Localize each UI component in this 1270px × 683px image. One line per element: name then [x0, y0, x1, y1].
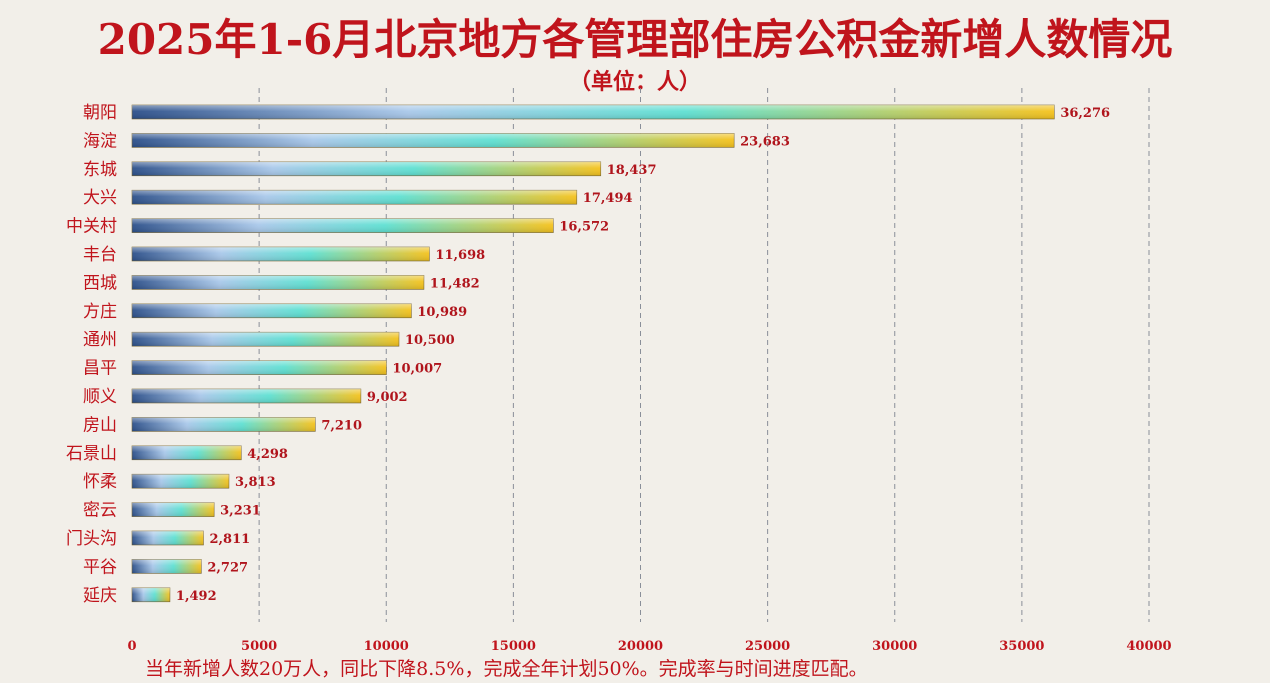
value-label: 17,494 [583, 191, 633, 206]
bar-highlight [132, 417, 316, 432]
bar-highlight [132, 474, 229, 489]
value-label: 18,437 [607, 163, 657, 178]
value-label: 16,572 [559, 220, 609, 235]
value-label: 4,298 [247, 447, 288, 462]
category-label: 顺义 [83, 387, 117, 407]
bars [131, 104, 1055, 603]
bar-highlight [132, 531, 204, 545]
category-label: 通州 [83, 330, 117, 350]
x-tick-label: 30000 [872, 639, 917, 654]
bar-highlight [132, 587, 170, 602]
x-tick-label: 10000 [364, 639, 409, 654]
labels: 0 5000 10000 15000 20000 25000 30000 35000 40000… [66, 103, 1172, 654]
bar-highlight [132, 445, 242, 460]
x-tick-label: 5000 [241, 639, 277, 654]
bar-highlight [132, 389, 361, 403]
x-tick-label: 0 [127, 639, 136, 654]
value-label: 23,683 [740, 134, 790, 149]
value-label: 11,698 [435, 248, 485, 263]
value-label: 3,813 [235, 475, 276, 490]
bar-highlight [132, 332, 399, 347]
value-label: 11,482 [430, 276, 480, 291]
x-tick-label: 20000 [618, 639, 663, 654]
category-label: 海淀 [83, 131, 117, 151]
bar-highlight [132, 218, 554, 233]
category-label: 大兴 [83, 188, 117, 208]
value-label: 10,007 [392, 362, 442, 377]
x-tick-label: 25000 [745, 639, 790, 654]
bar-highlight [132, 133, 735, 148]
value-label: 7,210 [321, 418, 362, 433]
bar-highlight [132, 190, 577, 205]
bar-highlight [132, 275, 424, 290]
value-label: 10,989 [417, 305, 467, 320]
category-label: 丰台 [83, 245, 117, 265]
bar-highlight [132, 559, 202, 574]
category-label: 延庆 [83, 586, 117, 606]
bar-highlight [132, 247, 430, 261]
category-label: 昌平 [83, 359, 117, 379]
x-tick-label: 15000 [491, 639, 536, 654]
gridlines [258, 88, 1150, 622]
category-label: 门头沟 [66, 529, 117, 549]
category-label: 房山 [83, 415, 117, 435]
category-label: 密云 [83, 501, 117, 521]
chart-subtitle: （单位：人） [568, 69, 701, 95]
x-tick-label: 40000 [1126, 639, 1171, 654]
chart-title: 2025年1-6月北京地方各管理部住房公积金新增人数情况 [97, 15, 1173, 64]
category-label: 方庄 [83, 302, 117, 322]
value-label: 36,276 [1060, 106, 1110, 121]
category-label: 朝阳 [83, 103, 117, 123]
category-label: 西城 [83, 273, 117, 293]
bar-highlight [132, 303, 412, 318]
category-label: 平谷 [83, 557, 117, 577]
x-tick-label: 35000 [999, 639, 1044, 654]
value-label: 9,002 [367, 390, 408, 405]
category-label: 石景山 [66, 444, 117, 464]
category-label: 中关村 [66, 217, 117, 237]
category-label: 东城 [83, 160, 117, 180]
bar-highlight [132, 105, 1055, 119]
value-label: 2,811 [209, 532, 250, 547]
value-label: 10,500 [405, 333, 455, 348]
category-label: 怀柔 [83, 472, 117, 492]
bar-highlight [132, 161, 601, 176]
footnote: 当年新增人数20万人，同比下降8.5%，完成全年计划50%。完成率与时间进度匹配… [145, 658, 868, 680]
value-label: 3,231 [220, 504, 261, 519]
value-label: 2,727 [207, 560, 248, 575]
bar-highlight [132, 502, 215, 517]
bar-highlight [132, 360, 387, 375]
value-label: 1,492 [176, 589, 217, 604]
